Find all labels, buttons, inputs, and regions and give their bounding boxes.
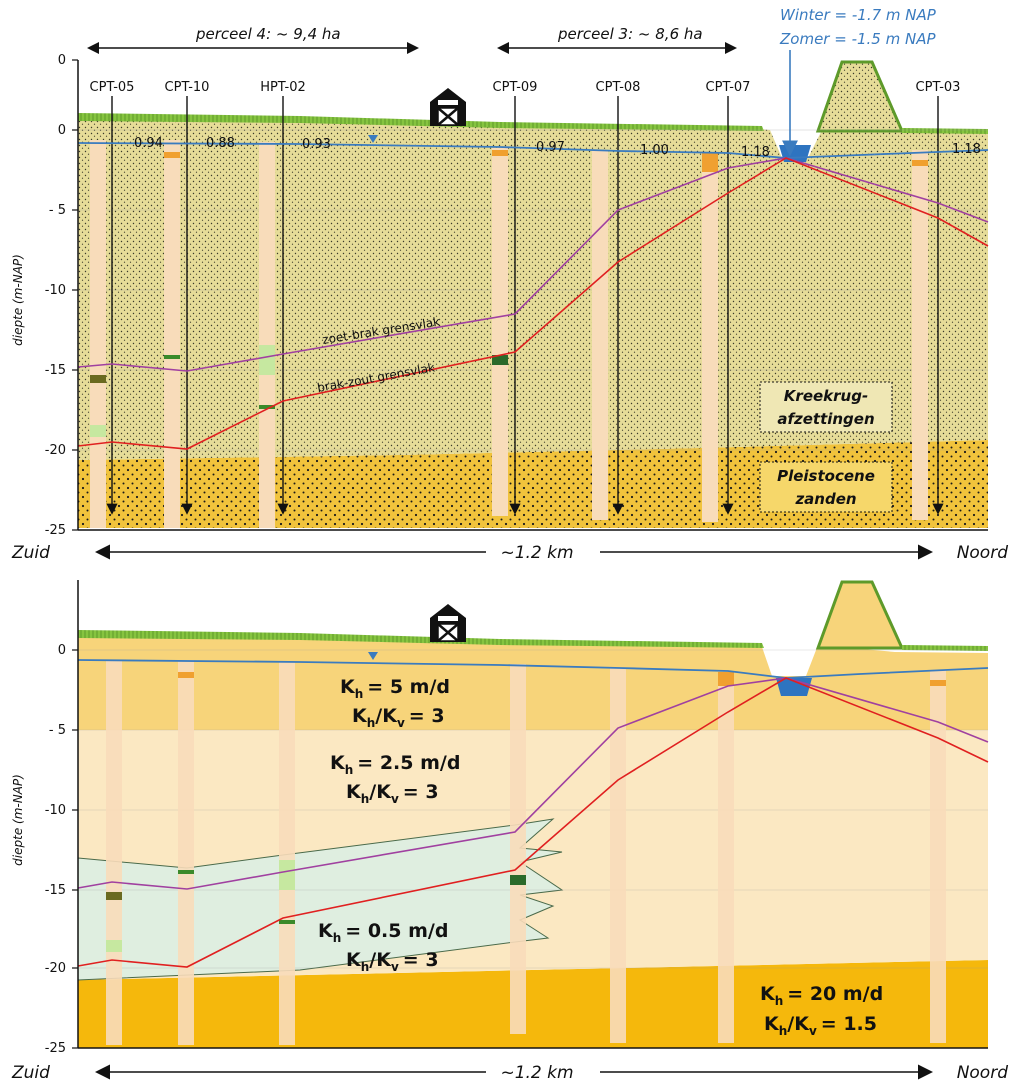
top-tick-5: - 5	[49, 203, 66, 218]
bottom-north-label: Noord	[957, 1063, 1009, 1083]
bottom-tick-5: - 5	[49, 723, 66, 738]
top-tick-0a: 0	[58, 53, 66, 68]
top-tick-15: -15	[45, 363, 66, 378]
top-tick-20: -20	[45, 443, 66, 458]
grass-strip	[78, 113, 764, 131]
bottom-tick-20: -20	[45, 961, 66, 976]
top-south-label: Zuid	[11, 543, 50, 563]
top-panel: 0 0 - 5 -10 -15 -20 -25 diepte (m-NAP) p…	[11, 6, 1008, 563]
kreekrug-label-1: Kreekrug-	[784, 387, 868, 405]
winter-level-label: Winter = -1.7 m NAP	[780, 6, 937, 24]
svg-text:Kh/Kv= 3: Kh/Kv = 3	[352, 705, 445, 730]
svg-text:Kh/Kv= 3: Kh/Kv = 3	[346, 949, 439, 974]
gw-value-cpt05: 0.94	[134, 136, 163, 151]
triangle-marker-icon	[368, 135, 378, 143]
groundwater-line	[77, 142, 989, 159]
summer-level-label: Zomer = -1.5 m NAP	[779, 30, 936, 48]
layer-2-params: Kh = 2.5 m/d Kh/Kv = 3	[330, 752, 460, 806]
top-north-label: Noord	[957, 543, 1009, 563]
top-tick-25: -25	[45, 523, 66, 538]
cpt-05-label: CPT-05	[90, 80, 135, 95]
layer-kh-0-5	[77, 818, 564, 981]
hpt-02-label: HPT-02	[260, 80, 306, 95]
svg-text:Kh= 5 m/d: Kh = 5 m/d	[340, 676, 450, 701]
parcel-3-label: perceel 3: ~ 8,6 ha	[557, 25, 703, 43]
bottom-south-label: Zuid	[11, 1063, 50, 1083]
dike	[815, 60, 905, 133]
layer-1-params: Kh = 5 m/d Kh/Kv = 3	[340, 676, 450, 730]
parcel-4-label: perceel 4: ~ 9,4 ha	[195, 25, 341, 43]
layer-kh-5	[78, 634, 988, 730]
borehole-columns	[90, 140, 928, 528]
svg-text:Kh= 0.5 m/d: Kh = 0.5 m/d	[318, 920, 448, 945]
pleistocene-label-2: zanden	[794, 490, 856, 508]
layer-4-params: Kh = 20 m/d Kh/Kv = 1.5	[760, 983, 883, 1038]
bottom-tick-0: 0	[58, 643, 66, 658]
cpt-07-label: CPT-07	[706, 80, 751, 95]
svg-text:Kh/Kv= 1.5: Kh/Kv = 1.5	[764, 1013, 877, 1038]
gw-value-hpt02: 0.93	[302, 137, 331, 152]
gw-value-cpt10: 0.88	[206, 136, 235, 151]
fresh-brackish-interface	[77, 157, 989, 372]
layer-3-params: Kh = 0.5 m/d Kh/Kv = 3	[318, 920, 448, 974]
gw-value-cpt08: 1.00	[640, 143, 669, 158]
bottom-y-axis-label: diepte (m-NAP)	[11, 774, 25, 866]
kreekrug-layer	[78, 117, 988, 460]
gw-value-cpt03: 1.18	[952, 142, 981, 157]
bottom-distance-label: ~1.2 km	[500, 1063, 573, 1083]
cpt-10-label: CPT-10	[165, 80, 210, 95]
gw-value-cpt09: 0.97	[536, 140, 565, 155]
top-y-axis-label: diepte (m-NAP)	[11, 254, 25, 346]
bottom-tick-15: -15	[45, 883, 66, 898]
bottom-panel: 0 - 5 -10 -15 -20 -25 diepte (m-NAP) Kh =…	[11, 580, 1008, 1083]
bottom-tick-10: -10	[45, 803, 66, 818]
cpt-09-label: CPT-09	[493, 80, 538, 95]
svg-text:Kh= 2.5 m/d: Kh = 2.5 m/d	[330, 752, 460, 777]
cpt-03-label: CPT-03	[916, 80, 961, 95]
top-tick-10: -10	[45, 283, 66, 298]
layer-kh-20	[78, 960, 988, 1048]
pleistocene-label-1: Pleistocene	[777, 467, 875, 485]
kreekrug-label-2: afzettingen	[777, 410, 874, 428]
gw-value-cpt07: 1.18	[741, 145, 770, 160]
svg-text:Kh/Kv= 3: Kh/Kv = 3	[346, 781, 439, 806]
cpt-08-label: CPT-08	[596, 80, 641, 95]
top-distance-label: ~1.2 km	[500, 543, 573, 563]
brackish-salt-interface	[77, 157, 989, 450]
top-tick-0b: 0	[58, 123, 66, 138]
bottom-tick-25: -25	[45, 1041, 66, 1056]
svg-text:Kh= 20 m/d: Kh = 20 m/d	[760, 983, 883, 1008]
